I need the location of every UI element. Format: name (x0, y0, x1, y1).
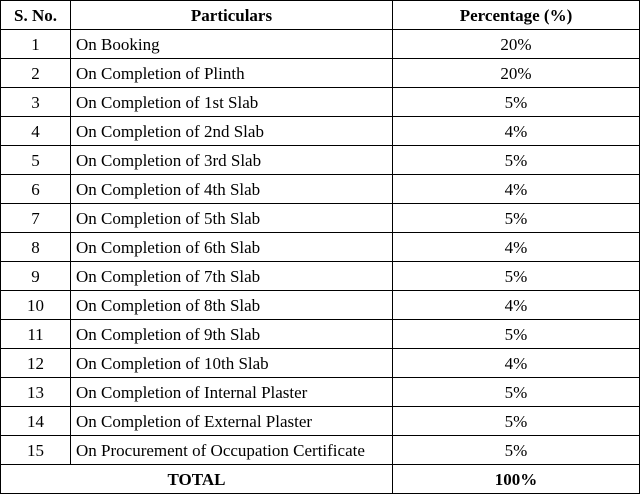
row-particulars: On Completion of 3rd Slab (70, 145, 393, 175)
total-row: TOTAL 100% (0, 464, 640, 494)
row-percentage: 20% (392, 58, 640, 88)
header-percentage: Percentage (%) (392, 0, 640, 30)
header-sno: S. No. (0, 0, 71, 30)
table-row: 5 On Completion of 3rd Slab 5% (0, 145, 640, 175)
table-row: 8 On Completion of 6th Slab 4% (0, 232, 640, 262)
row-percentage: 4% (392, 290, 640, 320)
row-percentage: 4% (392, 348, 640, 378)
row-percentage: 5% (392, 203, 640, 233)
row-sno: 5 (0, 145, 71, 175)
row-sno: 15 (0, 435, 71, 465)
row-percentage: 4% (392, 174, 640, 204)
row-particulars: On Completion of 6th Slab (70, 232, 393, 262)
table-row: 11 On Completion of 9th Slab 5% (0, 319, 640, 349)
row-sno: 11 (0, 319, 71, 349)
row-particulars: On Completion of 7th Slab (70, 261, 393, 291)
table-row: 12 On Completion of 10th Slab 4% (0, 348, 640, 378)
row-particulars: On Completion of 1st Slab (70, 87, 393, 117)
table-row: 1 On Booking 20% (0, 29, 640, 59)
table-row: 6 On Completion of 4th Slab 4% (0, 174, 640, 204)
row-sno: 3 (0, 87, 71, 117)
row-percentage: 4% (392, 116, 640, 146)
row-sno: 8 (0, 232, 71, 262)
row-particulars: On Completion of 5th Slab (70, 203, 393, 233)
row-percentage: 20% (392, 29, 640, 59)
row-percentage: 5% (392, 87, 640, 117)
row-particulars: On Completion of 4th Slab (70, 174, 393, 204)
row-sno: 9 (0, 261, 71, 291)
table-row: 9 On Completion of 7th Slab 5% (0, 261, 640, 291)
row-particulars: On Completion of Plinth (70, 58, 393, 88)
row-particulars: On Completion of Internal Plaster (70, 377, 393, 407)
total-label: TOTAL (0, 464, 393, 494)
header-particulars: Particulars (70, 0, 393, 30)
row-percentage: 5% (392, 145, 640, 175)
row-sno: 10 (0, 290, 71, 320)
table-row: 13 On Completion of Internal Plaster 5% (0, 377, 640, 407)
row-percentage: 5% (392, 319, 640, 349)
table-row: 15 On Procurement of Occupation Certifica… (0, 435, 640, 465)
row-particulars: On Booking (70, 29, 393, 59)
row-percentage: 4% (392, 232, 640, 262)
row-sno: 14 (0, 406, 71, 436)
row-percentage: 5% (392, 406, 640, 436)
row-particulars: On Completion of 2nd Slab (70, 116, 393, 146)
row-percentage: 5% (392, 435, 640, 465)
row-sno: 4 (0, 116, 71, 146)
row-particulars: On Completion of External Plaster (70, 406, 393, 436)
row-particulars: On Completion of 9th Slab (70, 319, 393, 349)
row-sno: 1 (0, 29, 71, 59)
table-body: 1 On Booking 20% 2 On Completion of Plinth 20… (0, 29, 640, 465)
row-sno: 6 (0, 174, 71, 204)
table-row: 4 On Completion of 2nd Slab 4% (0, 116, 640, 146)
table-row: 2 On Completion of Plinth 20% (0, 58, 640, 88)
table-row: 7 On Completion of 5th Slab 5% (0, 203, 640, 233)
row-percentage: 5% (392, 377, 640, 407)
total-percentage: 100% (392, 464, 640, 494)
table-row: 14 On Completion of External Plaster 5% (0, 406, 640, 436)
row-sno: 2 (0, 58, 71, 88)
row-particulars: On Procurement of Occupation Certificate (70, 435, 393, 465)
row-percentage: 5% (392, 261, 640, 291)
table-row: 3 On Completion of 1st Slab 5% (0, 87, 640, 117)
row-sno: 7 (0, 203, 71, 233)
row-sno: 13 (0, 377, 71, 407)
table-row: 10 On Completion of 8th Slab 4% (0, 290, 640, 320)
header-row: S. No. Particulars Percentage (%) (0, 0, 640, 30)
row-sno: 12 (0, 348, 71, 378)
row-particulars: On Completion of 10th Slab (70, 348, 393, 378)
row-particulars: On Completion of 8th Slab (70, 290, 393, 320)
